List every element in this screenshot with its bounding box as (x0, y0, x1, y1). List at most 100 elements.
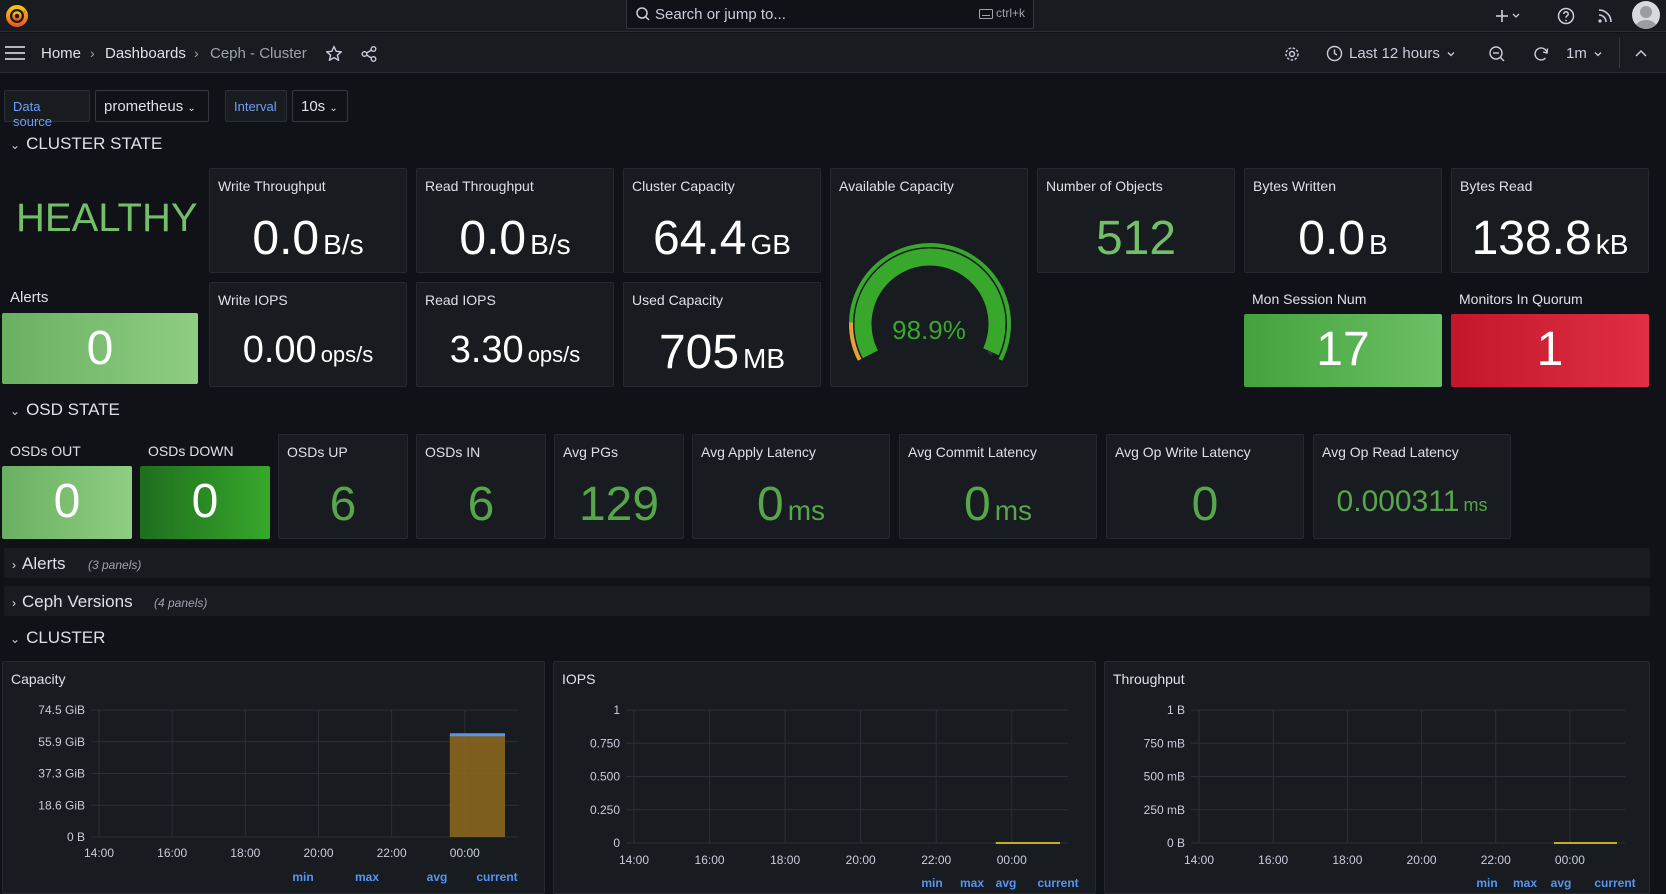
stat-fill: 17 (1244, 314, 1442, 387)
row-title: CLUSTER (26, 628, 106, 647)
panel-title: Avg Op Write Latency (1115, 444, 1251, 460)
panel-title: Monitors In Quorum (1459, 291, 1583, 307)
share-icon[interactable] (360, 45, 378, 63)
used-capacity-panel[interactable]: Used Capacity 705 MB (623, 282, 821, 387)
osds-in-panel[interactable]: OSDs IN 6 (416, 434, 546, 539)
y-tick-label: 0.250 (590, 803, 620, 817)
interval-select[interactable]: 10s ⌄ (292, 90, 348, 122)
stat-value: 138.8 kB (1452, 211, 1648, 266)
legend-column-min[interactable]: min (921, 876, 942, 890)
y-tick-label: 750 mB (1144, 736, 1185, 750)
stat-value: 64.4 GB (624, 211, 820, 266)
avg-op-read-latency-panel[interactable]: Avg Op Read Latency 0.000311 ms (1313, 434, 1511, 539)
search-icon (636, 7, 650, 21)
stat-fill: 0 (140, 466, 270, 539)
legend-column-avg[interactable]: avg (996, 876, 1017, 890)
breadcrumb-dashboards[interactable]: Dashboards (105, 45, 186, 62)
y-tick-label: 500 mB (1144, 770, 1185, 784)
gauge-value: 98.9% (892, 315, 966, 345)
legend-column-avg[interactable]: avg (427, 870, 448, 884)
avg-apply-latency-panel[interactable]: Avg Apply Latency 0 ms (692, 434, 890, 539)
iops-chart: 1 0.750 0.500 0.250 0 14:00 16:00 18:00 20:00 22:… (590, 703, 1079, 890)
legend-column-current[interactable]: current (1594, 876, 1635, 890)
datasource-select[interactable]: prometheus ⌄ (95, 90, 209, 122)
bytes-read-panel[interactable]: Bytes Read 138.8 kB (1451, 168, 1649, 273)
row-cluster[interactable]: ⌄ CLUSTER (10, 628, 105, 648)
row-alerts-collapsed[interactable]: › Alerts (3 panels) (4, 548, 1650, 578)
add-new-icon[interactable] (1494, 5, 1526, 27)
row-cluster-state[interactable]: ⌄ CLUSTER STATE (10, 134, 162, 154)
stat-value: 0.000311 ms (1314, 485, 1510, 519)
star-icon[interactable] (325, 45, 343, 63)
avg-commit-latency-panel[interactable]: Avg Commit Latency 0 ms (899, 434, 1097, 539)
y-tick-label: 0.500 (590, 770, 620, 784)
osds-down-panel[interactable]: OSDs DOWN 0 (140, 434, 270, 539)
capacity-chart-panel[interactable]: Capacity 74.5 GiB 55.9 GiB 37.3 GiB 18.6 Gi… (2, 661, 545, 894)
clock-icon (1326, 45, 1343, 62)
number-of-objects-panel[interactable]: Number of Objects 512 (1037, 168, 1235, 273)
x-tick-label: 14:00 (1184, 853, 1214, 867)
user-icon (1635, 6, 1657, 29)
row-panel-count: (3 panels) (88, 558, 142, 572)
value-number: 0 (963, 478, 991, 531)
breadcrumb-home[interactable]: Home (41, 45, 82, 62)
gauge (849, 243, 1011, 361)
osds-out-panel[interactable]: OSDs OUT 0 (2, 434, 132, 539)
stat-fill: 0 (2, 466, 132, 539)
legend-column-min[interactable]: min (1476, 876, 1497, 890)
legend-column-current[interactable]: current (1037, 876, 1078, 890)
settings-gear-icon[interactable] (1283, 45, 1301, 63)
legend-column-max[interactable]: max (355, 870, 379, 884)
menu-icon[interactable] (4, 45, 26, 61)
panel-title: Avg Apply Latency (701, 444, 816, 460)
legend-column-max[interactable]: max (960, 876, 984, 890)
available-capacity-panel[interactable]: Available Capacity 98.9% (830, 168, 1028, 387)
y-tick-label: 1 (613, 703, 620, 717)
cluster-capacity-panel[interactable]: Cluster Capacity 64.4 GB (623, 168, 821, 273)
capacity-area-used (449, 735, 505, 837)
iops-chart-panel[interactable]: IOPS 1 0.750 0.500 0.250 0 14:00 16:00 18:00 20:… (553, 661, 1096, 894)
bytes-written-panel[interactable]: Bytes Written 0.0 B (1244, 168, 1442, 273)
user-avatar[interactable] (1632, 1, 1660, 29)
value-unit: B (1369, 229, 1388, 260)
read-iops-panel[interactable]: Read IOPS 3.30 ops/s (416, 282, 614, 387)
y-tick-label: 37.3 GiB (38, 767, 85, 781)
zoom-out-icon[interactable] (1488, 45, 1506, 63)
value-number: 0.0 (459, 212, 527, 265)
search-input[interactable]: Search or jump to... ctrl+k (626, 0, 1034, 29)
monitors-in-quorum-panel[interactable]: Monitors In Quorum 1 (1451, 282, 1649, 387)
alerts-count-value: 0 (86, 322, 114, 375)
write-throughput-panel[interactable]: Write Throughput 0.0 B/s (209, 168, 407, 273)
x-tick-label: 16:00 (157, 846, 187, 860)
legend-column-current[interactable]: current (476, 870, 517, 884)
row-title: › Alerts (12, 554, 65, 574)
osds-up-panel[interactable]: OSDs UP 6 (278, 434, 408, 539)
chevron-up-icon[interactable] (1633, 46, 1649, 62)
refresh-icon[interactable] (1532, 45, 1550, 63)
row-ceph-versions-collapsed[interactable]: › Ceph Versions (4 panels) (4, 586, 1650, 616)
row-title: OSD STATE (26, 400, 120, 419)
grafana-logo-icon[interactable] (4, 3, 30, 29)
x-tick-label: 20:00 (303, 846, 333, 860)
read-throughput-panel[interactable]: Read Throughput 0.0 B/s (416, 168, 614, 273)
avg-op-write-latency-panel[interactable]: Avg Op Write Latency 0 (1106, 434, 1304, 539)
row-osd-state[interactable]: ⌄ OSD STATE (10, 400, 120, 420)
refresh-interval-picker[interactable]: 1m (1566, 45, 1603, 62)
time-range-picker[interactable]: Last 12 hours (1326, 45, 1456, 62)
news-rss-icon[interactable] (1594, 5, 1616, 27)
legend-column-max[interactable]: max (1513, 876, 1537, 890)
row-title-text: Alerts (22, 554, 66, 573)
write-iops-panel[interactable]: Write IOPS 0.00 ops/s (209, 282, 407, 387)
mon-session-num-panel[interactable]: Mon Session Num 17 (1244, 282, 1442, 387)
legend-column-min[interactable]: min (292, 870, 313, 884)
panel-title: Avg Op Read Latency (1322, 444, 1459, 460)
health-status-panel[interactable]: HEALTHY (4, 168, 200, 273)
alerts-count-panel[interactable]: 0 (2, 313, 198, 384)
panel-title: Throughput (1113, 671, 1185, 687)
y-tick-label: 18.6 GiB (38, 798, 85, 812)
help-icon[interactable] (1555, 5, 1577, 27)
stat-value: 0.00 ops/s (210, 329, 406, 372)
legend-column-avg[interactable]: avg (1551, 876, 1572, 890)
avg-pgs-panel[interactable]: Avg PGs 129 (554, 434, 684, 539)
throughput-chart-panel[interactable]: Throughput 1 B 750 mB 500 mB 250 mB 0 B 14:00… (1104, 661, 1650, 894)
